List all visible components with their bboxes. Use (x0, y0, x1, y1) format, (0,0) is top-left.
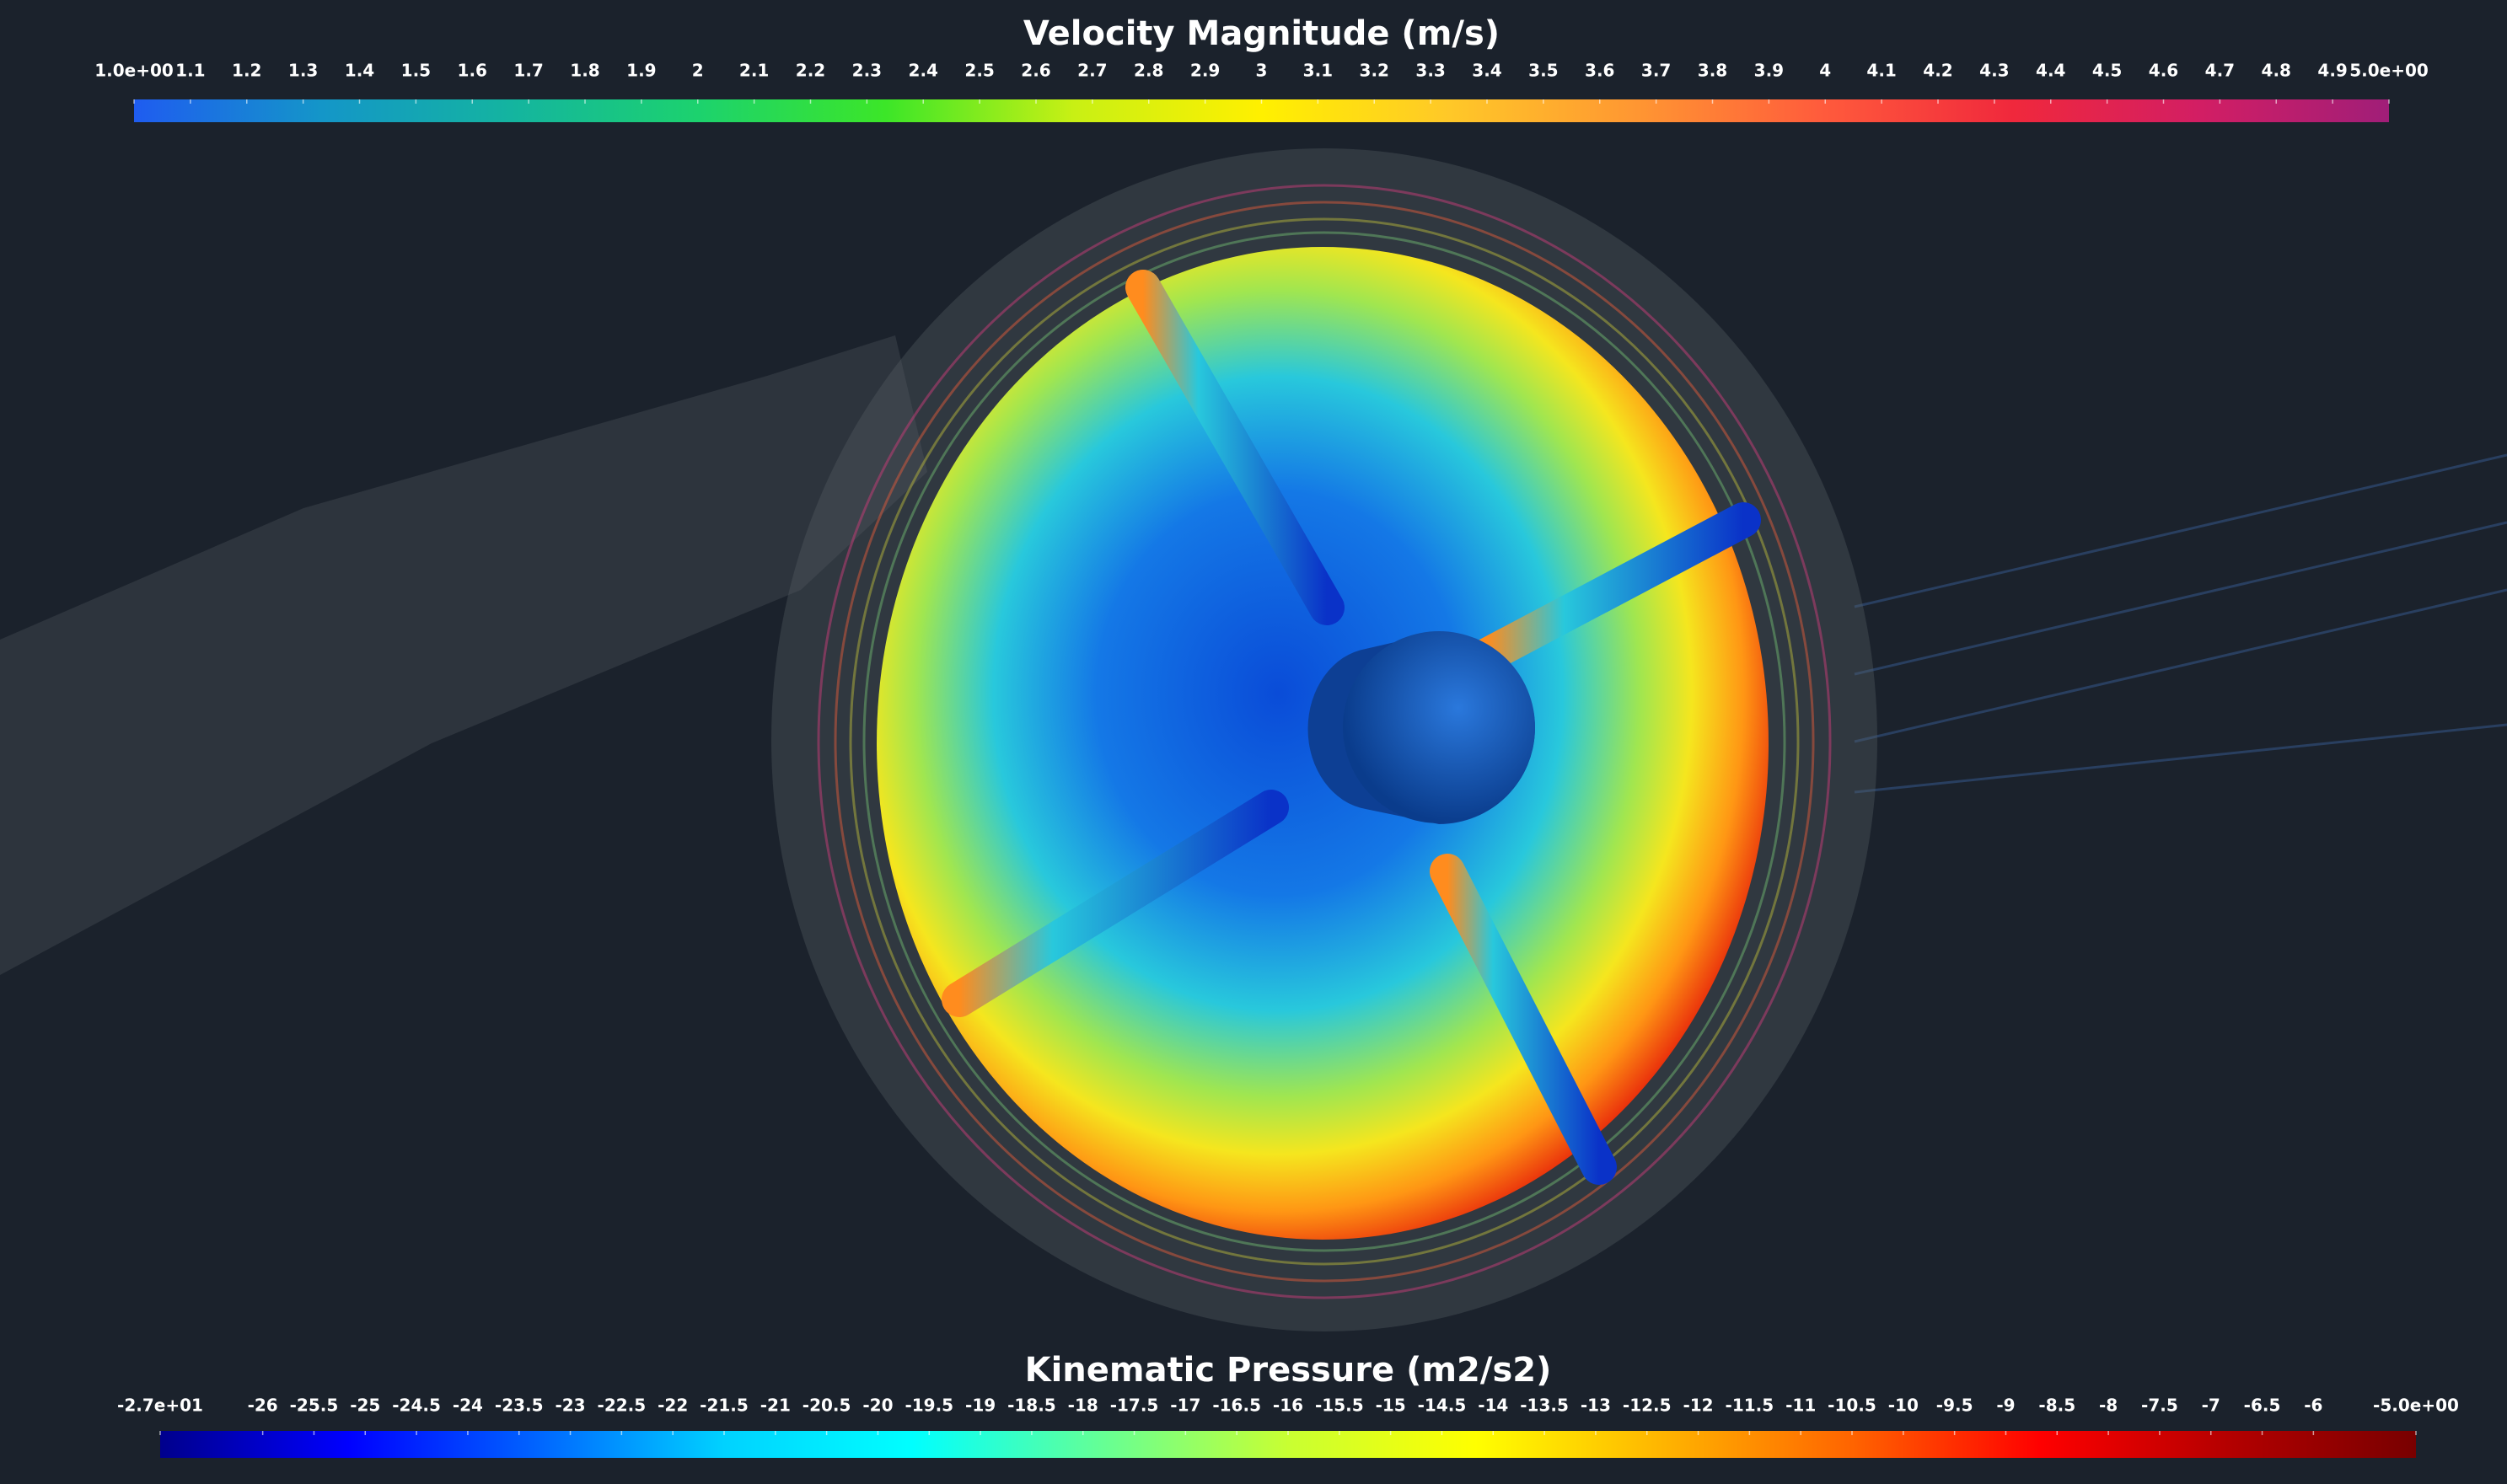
tick-label: 3 (1256, 61, 1268, 81)
tick-label: -6 (2304, 1396, 2322, 1416)
tick-label: -20 (862, 1396, 893, 1416)
colorbar-title: Velocity Magnitude (m/s) (1023, 14, 1500, 53)
colorbars: Velocity Magnitude (m/s) 1.0e+00 1.1 1.2 1.3… (94, 14, 2459, 1458)
geometry (0, 148, 2507, 1331)
tick-label: -10 (1888, 1396, 1919, 1416)
tick-label: 1.6 (458, 61, 487, 81)
tick-label: 2 (692, 61, 704, 81)
tick-label: -15 (1376, 1396, 1406, 1416)
tick-label: -14.5 (1418, 1396, 1467, 1416)
tick-label: -24.5 (392, 1396, 441, 1416)
tick-label: 3.4 (1472, 61, 1501, 81)
tick-label: -19 (965, 1396, 996, 1416)
tick-label: -23.5 (495, 1396, 544, 1416)
tick-label: -22.5 (598, 1396, 647, 1416)
tick-label: -7.5 (2141, 1396, 2178, 1416)
tick-label: -21 (760, 1396, 791, 1416)
tick-label: -20.5 (803, 1396, 851, 1416)
tick-label: 1.0e+00 (94, 61, 174, 81)
tick-label: 4.9 (2317, 61, 2347, 81)
tick-label: -14 (1478, 1396, 1508, 1416)
tick-label: -8 (2099, 1396, 2118, 1416)
tick-label: 2.1 (739, 61, 769, 81)
tick-label: -13.5 (1520, 1396, 1569, 1416)
streamlines (817, 184, 1832, 1299)
tick-label: -15.5 (1315, 1396, 1364, 1416)
tick-label: -9.5 (1936, 1396, 1973, 1416)
tick-label: 2.2 (796, 61, 825, 81)
tick-label: -22 (658, 1396, 688, 1416)
tick-label: 1.4 (345, 61, 374, 81)
tick-label: 2.8 (1134, 61, 1163, 81)
tick-label: -9 (1996, 1396, 2015, 1416)
tick-label: 1.7 (513, 61, 543, 81)
tick-label: -17.5 (1110, 1396, 1159, 1416)
tick-label: -7 (2202, 1396, 2220, 1416)
tick-label: -24 (453, 1396, 483, 1416)
tick-label: -6.5 (2244, 1396, 2281, 1416)
tick-label: 1.8 (570, 61, 599, 81)
tick-label: 2.3 (852, 61, 882, 81)
tick-label: -11 (1785, 1396, 1816, 1416)
tick-label: 4.5 (2092, 61, 2122, 81)
tick-label: -23 (555, 1396, 585, 1416)
tick-label: 4.4 (2036, 61, 2065, 81)
tick-label: 4.1 (1866, 61, 1896, 81)
tick-label: -18.5 (1007, 1396, 1056, 1416)
tick-label: 1.9 (626, 61, 656, 81)
tick-label: 2.9 (1190, 61, 1220, 81)
tick-label: 3.5 (1528, 61, 1558, 81)
tick-label: -26 (248, 1396, 278, 1416)
tick-label: -25.5 (290, 1396, 339, 1416)
hub (1343, 631, 1535, 823)
tick-label: -25 (350, 1396, 380, 1416)
tick-label: 2.5 (964, 61, 994, 81)
tick-label: 4.8 (2262, 61, 2291, 81)
tick-label: 3.2 (1360, 61, 1389, 81)
tick-label: -2.7e+01 (117, 1396, 203, 1416)
tick-label: -13 (1581, 1396, 1611, 1416)
tick-label: 2.4 (909, 61, 938, 81)
tick-label: 4.6 (2149, 61, 2178, 81)
tick-label: 3.9 (1754, 61, 1784, 81)
tick-label: 3.8 (1698, 61, 1727, 81)
tick-label: -16.5 (1212, 1396, 1261, 1416)
inlet-pipe (0, 335, 927, 975)
tick-label: -12 (1683, 1396, 1713, 1416)
tick-label: -5.0e+00 (2373, 1396, 2459, 1416)
tick-label: -21.5 (700, 1396, 749, 1416)
tick-label: 2.7 (1077, 61, 1107, 81)
blades (942, 270, 1761, 1185)
tick-label: 4.7 (2205, 61, 2235, 81)
tick-label: 1.5 (401, 61, 431, 81)
tick-label: 3.7 (1641, 61, 1671, 81)
tick-label: 3.6 (1585, 61, 1614, 81)
tick-label: 3.1 (1303, 61, 1333, 81)
tick-label: 3.3 (1415, 61, 1445, 81)
tick-label: -19.5 (905, 1396, 953, 1416)
tick-label: -17 (1170, 1396, 1200, 1416)
tick-label: -16 (1273, 1396, 1303, 1416)
tick-label: 1.2 (232, 61, 261, 81)
tick-label: -10.5 (1828, 1396, 1876, 1416)
tick-label: 2.6 (1021, 61, 1050, 81)
tick-label: 1.1 (175, 61, 205, 81)
tick-label: -18 (1068, 1396, 1098, 1416)
colorbar (160, 1431, 2416, 1458)
tick-label: 4 (1819, 61, 1831, 81)
tick-label: 5.0e+00 (2349, 61, 2429, 81)
colorbar-title: Kinematic Pressure (m2/s2) (1025, 1351, 1552, 1390)
tick-label: 4.2 (1923, 61, 1952, 81)
tick-label: -8.5 (2038, 1396, 2075, 1416)
tick-label: 1.3 (288, 61, 318, 81)
tick-label: -11.5 (1726, 1396, 1774, 1416)
outlet-streamlines (1854, 453, 2507, 794)
tick-label: 4.3 (1979, 61, 2009, 81)
tick-label: -12.5 (1623, 1396, 1672, 1416)
